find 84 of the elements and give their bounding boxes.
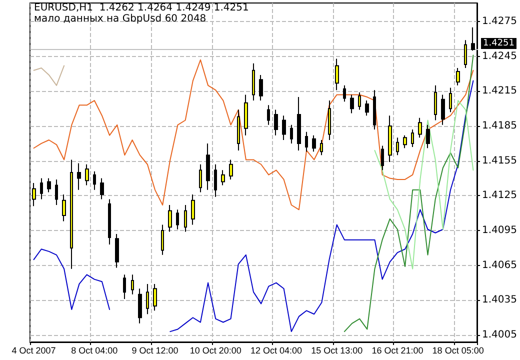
candlestick [388, 115, 392, 163]
candlestick [282, 115, 286, 140]
line-series [33, 65, 65, 86]
candlestick [176, 209, 179, 230]
candlestick [411, 129, 414, 148]
candlestick [115, 234, 119, 268]
x-tick-label: 4 Oct 2007 [12, 346, 56, 356]
line-series [33, 59, 474, 210]
candlestick [100, 178, 104, 200]
line-series [374, 100, 474, 270]
candlestick [449, 87, 452, 113]
y-tick-label: 1.4215 [482, 86, 518, 97]
x-tick-label: 9 Oct 12:00 [132, 346, 178, 356]
candlestick [305, 131, 308, 152]
chart-title: EURUSD,H1 1.4262 1.4264 1.4249 1.4251 [34, 2, 249, 14]
line-series [344, 54, 474, 332]
y-tick-label: 1.4245 [482, 50, 518, 62]
ref-line-label: 1.4251 [483, 38, 514, 48]
candlestick [221, 170, 225, 186]
candlestick [441, 94, 445, 126]
candlestick [184, 204, 187, 232]
x-tick-label: 12 Oct 04:00 [250, 346, 302, 356]
candlestick [267, 104, 270, 126]
candlestick [396, 137, 399, 156]
candlestick [47, 178, 51, 193]
candlestick [40, 178, 43, 200]
y-tick-label: 1.4065 [482, 260, 518, 271]
y-tick-label: 1.4155 [482, 155, 518, 166]
candlestick [274, 109, 278, 136]
text: мало данных на GbpUsd 60 2048 [34, 14, 206, 24]
candlestick [55, 178, 58, 206]
candlestick [365, 100, 369, 116]
y-tick-label: 1.4185 [482, 120, 518, 132]
candlestick [146, 283, 149, 315]
x-tick-label: 8 Oct 04:00 [71, 346, 118, 356]
y-tick-label: 1.4275 [482, 16, 518, 28]
candlestick [312, 134, 316, 152]
candlestick [328, 100, 331, 140]
candlestick [244, 94, 248, 136]
candlestick [191, 194, 195, 226]
candlestick [131, 274, 134, 295]
candlestick [426, 124, 430, 149]
y-tick-label: 1.4095 [482, 225, 518, 236]
candlestick [70, 159, 73, 270]
candlestick [199, 164, 202, 193]
candlestick [138, 288, 142, 324]
candlestick [108, 198, 111, 245]
candlestick [381, 145, 384, 171]
x-tick-label: 16 Oct 21:00 [372, 346, 424, 356]
candlestick [153, 283, 157, 312]
candlestick [290, 124, 293, 144]
candlestick [418, 117, 422, 138]
candlestick [456, 68, 460, 86]
y-tick-label: 1.4035 [482, 294, 518, 306]
candlestick [123, 274, 126, 300]
x-tick-label: 10 Oct 20:00 [190, 346, 242, 356]
candlestick [77, 162, 81, 190]
candlestick [471, 26, 475, 52]
candlestick [335, 58, 339, 91]
candlestick [350, 94, 354, 114]
candlestick [403, 134, 407, 149]
candlestick [214, 164, 217, 198]
y-tick-label: 1.4005 [482, 330, 518, 341]
candlestick [168, 204, 172, 232]
candlestick [320, 139, 323, 156]
candlestick [252, 62, 255, 102]
candlestick [32, 182, 36, 207]
candlestick [259, 74, 263, 102]
x-tick-label: 18 Oct 05:00 [432, 346, 484, 356]
candlestick [85, 164, 89, 186]
candlestick [161, 224, 164, 256]
candlestick [93, 170, 96, 190]
candlestick [434, 84, 437, 121]
x-tick-label: 15 Oct 13:00 [311, 346, 363, 356]
candlestick [206, 142, 210, 190]
candlestick [464, 40, 467, 69]
candlestick [297, 96, 301, 151]
candlestick [373, 90, 376, 130]
candlestick [358, 92, 361, 110]
candlestick [229, 159, 233, 180]
candlestick [343, 84, 346, 102]
candlestick [62, 194, 66, 222]
candlestick [237, 109, 240, 151]
y-tick-label: 1.4125 [482, 190, 518, 202]
